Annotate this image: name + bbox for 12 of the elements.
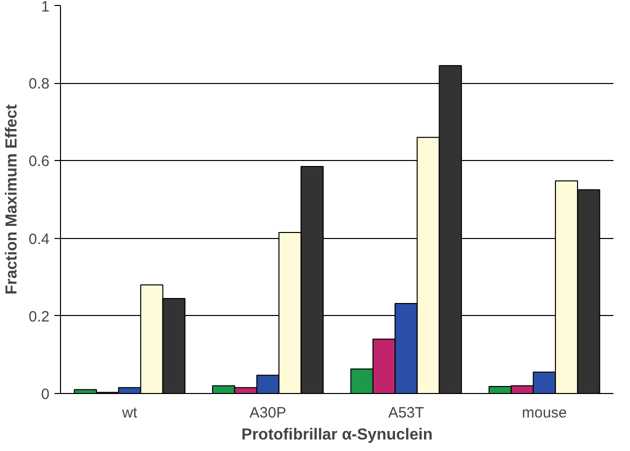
y-tick-label: 0.8: [28, 76, 50, 93]
y-tick-label: 0.6: [28, 153, 50, 170]
x-tick-label: A30P: [250, 404, 286, 422]
y-tick-label: 0.4: [28, 230, 50, 248]
y-tick-label: 1: [41, 0, 50, 16]
y-tick-label: 0: [41, 386, 50, 403]
x-tick-label: wt: [121, 404, 138, 422]
y-tick-label: 0.2: [28, 308, 50, 326]
y-axis-title: Fraction Maximum Effect: [4, 104, 21, 295]
x-tick-label: mouse: [522, 404, 567, 422]
x-tick-label: A53T: [388, 404, 424, 422]
x-axis-title: Protofibrillar α-Synuclein: [241, 426, 433, 444]
